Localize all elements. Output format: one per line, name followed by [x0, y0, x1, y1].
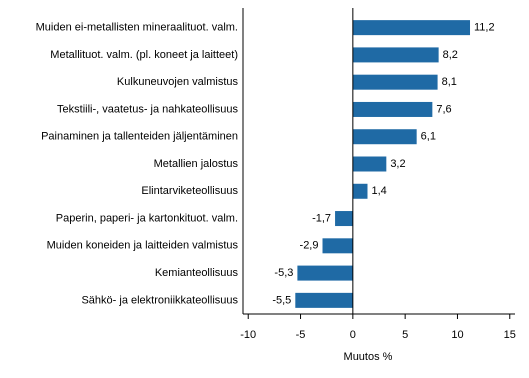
y-tick-label: Kulkuneuvojen valmistus — [117, 76, 239, 88]
value-label: -5,5 — [272, 294, 291, 306]
y-tick-label: Kemianteollisuus — [155, 267, 239, 279]
value-label: -2,9 — [300, 240, 319, 252]
bar — [297, 265, 353, 281]
y-tick-label: Metallituot. valm. (pl. koneet ja laitte… — [50, 49, 238, 61]
y-tick-label: Sähkö- ja elektroniikkateollisuus — [81, 294, 238, 306]
x-tick-label: -10 — [240, 329, 256, 341]
x-tick-label: 15 — [504, 329, 516, 341]
y-tick-label: Paperin, paperi- ja kartonkituot. valm. — [56, 212, 238, 224]
bar — [322, 238, 353, 254]
x-tick-label: 0 — [350, 329, 356, 341]
value-label: -1,7 — [312, 212, 331, 224]
y-tick-label: Elintarviketeollisuus — [141, 185, 238, 197]
bar — [352, 156, 387, 172]
bar — [352, 74, 438, 90]
bar — [352, 20, 471, 36]
x-tick-label: 10 — [451, 329, 463, 341]
x-tick-label: 5 — [402, 329, 408, 341]
value-label: 6,1 — [421, 131, 436, 143]
value-label: 7,6 — [436, 103, 451, 115]
bar — [352, 101, 433, 117]
value-label: 8,2 — [443, 49, 458, 61]
y-tick-label: Metallien jalostus — [154, 158, 239, 170]
value-label: -5,3 — [274, 267, 293, 279]
value-label: 3,2 — [390, 158, 405, 170]
value-label: 1,4 — [371, 185, 386, 197]
bar — [295, 292, 353, 308]
y-tick-label: Tekstiili-, vaatetus- ja nahkateollisuus — [57, 103, 238, 115]
bar — [352, 47, 439, 63]
bar — [352, 129, 417, 145]
x-axis-title: Muutos % — [344, 351, 393, 363]
y-tick-label: Muiden ei-metallisten mineraalituot. val… — [36, 22, 238, 34]
bar — [335, 211, 353, 227]
bar — [352, 183, 368, 199]
y-tick-label: Muiden koneiden ja laitteiden valmistus — [47, 240, 239, 252]
x-tick-label: -5 — [296, 329, 306, 341]
value-label: 8,1 — [442, 76, 457, 88]
value-label: 11,2 — [474, 22, 495, 34]
y-tick-label: Painaminen ja tallenteiden jäljentäminen — [41, 131, 238, 143]
